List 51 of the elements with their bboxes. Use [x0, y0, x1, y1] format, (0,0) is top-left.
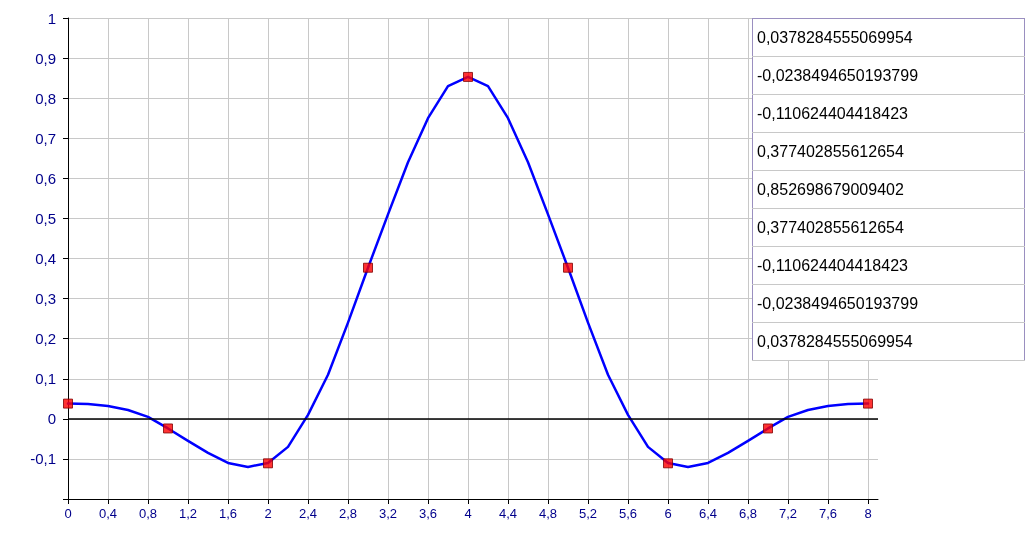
point	[763, 423, 773, 434]
y-tick-label: 0,5	[35, 209, 56, 227]
x-tick-label: 7,6	[818, 506, 838, 521]
x-tick-label: 6,8	[738, 506, 758, 521]
point	[463, 71, 473, 82]
x-tick-label: 3,6	[418, 506, 438, 521]
x-tick-label: 6,4	[698, 506, 718, 521]
y-tick-label: 0,9	[35, 49, 56, 67]
y-tick-label: 0,2	[35, 330, 56, 348]
x-tick-label: 7,2	[778, 506, 798, 521]
y-tick-label: 0,6	[35, 169, 56, 187]
annotation: 0,377402855612654	[752, 132, 1025, 171]
y-tick-label: 0,7	[35, 129, 56, 147]
x-tick-label: 5,6	[618, 506, 638, 521]
x-tick-label: 2,8	[338, 506, 358, 521]
annotation: 0,0378284555069954	[752, 18, 1025, 57]
point	[163, 423, 173, 434]
point	[363, 262, 373, 273]
x-tick-label: 8	[864, 506, 872, 521]
x-tick-label: 0	[64, 506, 72, 521]
x-tick-label: 3,2	[378, 506, 398, 521]
point	[263, 458, 273, 469]
y-tick-label: 0,3	[35, 290, 56, 308]
x-tick-label: 2	[264, 506, 272, 521]
x-tick-label: 1,6	[218, 506, 238, 521]
annotation: -0,110624404418423	[752, 246, 1025, 285]
annotation: 0,852698679009402	[752, 170, 1025, 209]
annotation: 0,377402855612654	[752, 208, 1025, 247]
x-tick-label: 0,4	[98, 506, 118, 521]
x-tick-label: 1,2	[178, 506, 198, 521]
annotation: -0,110624404418423	[752, 94, 1025, 133]
annotation: -0,0238494650193799	[752, 56, 1025, 95]
x-tick-label: 4	[464, 506, 472, 521]
annotation: -0,0238494650193799	[752, 284, 1025, 323]
point	[863, 398, 873, 409]
x-tick-label: 4,4	[498, 506, 518, 521]
x-tick-label: 4,8	[538, 506, 558, 521]
x-tick-label: 6	[664, 506, 672, 521]
x-tick-label: 5,2	[578, 506, 598, 521]
point	[663, 458, 673, 469]
x-tick-label: 0,8	[138, 506, 158, 521]
annotation: 0,0378284555069954	[752, 322, 1025, 361]
y-tick-label: 0,1	[35, 370, 56, 388]
x-tick-label: 2,4	[298, 506, 318, 521]
point	[63, 398, 73, 409]
y-tick-label: 0,8	[35, 89, 56, 107]
y-tick-label: 1	[47, 9, 56, 27]
point	[563, 262, 573, 273]
y-tick-label: -0,1	[30, 450, 56, 468]
y-tick-label: 0	[47, 410, 56, 428]
y-tick-label: 0,4	[35, 250, 56, 267]
